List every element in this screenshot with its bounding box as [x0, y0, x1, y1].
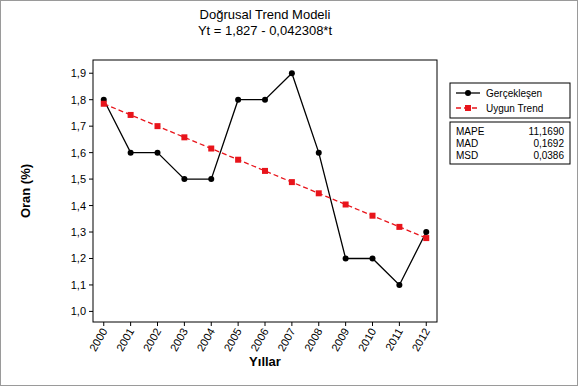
y-axis-label: Oran (%) [18, 164, 33, 218]
y-tick-label: 1,4 [71, 200, 86, 212]
plot-frame [93, 60, 437, 322]
series-line [104, 73, 427, 285]
marker [181, 134, 187, 140]
y-tick [89, 284, 93, 285]
subtitle: Yt = 1,827 - 0,042308*t [198, 23, 332, 38]
y-tick [89, 311, 93, 312]
y-tick [89, 99, 93, 100]
x-tick-label: 2010 [356, 326, 379, 353]
marker [396, 224, 402, 230]
marker [155, 123, 161, 129]
legend-marker [465, 105, 471, 111]
x-tick [211, 322, 212, 326]
x-axis-label: Yıllar [249, 354, 281, 369]
x-tick [265, 322, 266, 326]
x-tick [372, 322, 373, 326]
marker [181, 176, 187, 182]
accuracy-frame [450, 122, 570, 164]
x-tick-label: 2003 [167, 326, 190, 353]
y-tick [89, 232, 93, 233]
x-tick [103, 322, 104, 326]
marker [370, 255, 376, 261]
measure-value: 0,0386 [533, 150, 564, 161]
legend: Gerçekleşen Uygun Trend [450, 83, 570, 118]
x-tick-label: 2004 [194, 326, 217, 353]
y-tick-label: 1,8 [71, 94, 86, 106]
background [1, 1, 578, 386]
x-tick-label: 2012 [409, 326, 432, 353]
y-tick-label: 1,7 [71, 120, 86, 132]
y-tick [89, 73, 93, 74]
y-tick-label: 1,0 [71, 305, 86, 317]
marker [155, 150, 161, 156]
x-tick [157, 322, 158, 326]
x-tick [345, 322, 346, 326]
marker [370, 213, 376, 219]
x-tick-label: 2011 [383, 326, 405, 352]
accuracy-box: MAPE 11,1690 MAD 0,1692 MSD 0,0386 [450, 122, 570, 164]
x-tick-label: 2001 [114, 326, 137, 353]
marker [208, 146, 214, 152]
x-tick [399, 322, 400, 326]
y-tick [89, 179, 93, 180]
chart: Doğrusal Trend ModeliYt = 1,827 - 0,0423… [0, 0, 578, 386]
legend-label: Uygun Trend [486, 103, 543, 114]
y-tick [89, 258, 93, 259]
series-line [104, 104, 427, 238]
legend-label: Gerçekleşen [486, 88, 542, 99]
y-tick-label: 1,1 [71, 279, 86, 291]
x-tick-label: 2002 [141, 326, 164, 353]
y-tick [89, 205, 93, 206]
measure-value: 11,1690 [529, 126, 565, 137]
marker [396, 282, 402, 288]
marker [101, 101, 107, 107]
marker [289, 179, 295, 185]
x-tick [184, 322, 185, 326]
measure-name: MAD [456, 138, 478, 149]
x-tick-label: 2000 [87, 326, 110, 353]
marker [316, 150, 322, 156]
marker [423, 235, 429, 241]
y-tick-label: 1,5 [71, 173, 86, 185]
x-tick [130, 322, 131, 326]
marker [343, 201, 349, 207]
marker [235, 157, 241, 163]
marker [208, 176, 214, 182]
y-tick-label: 1,2 [71, 252, 86, 264]
measure-name: MAPE [456, 126, 485, 137]
y-tick-label: 1,9 [71, 67, 86, 79]
legend-marker [465, 90, 471, 96]
x-tick [426, 322, 427, 326]
marker [423, 229, 429, 235]
marker [262, 168, 268, 174]
x-tick-label: 2008 [302, 326, 325, 353]
x-tick-label: 2006 [248, 326, 271, 353]
marker [128, 112, 134, 118]
x-tick-label: 2005 [221, 326, 244, 353]
marker [235, 97, 241, 103]
marker [262, 97, 268, 103]
marker [343, 255, 349, 261]
y-tick [89, 126, 93, 127]
x-tick [238, 322, 239, 326]
legend-box [450, 83, 570, 118]
marker [128, 150, 134, 156]
x-tick [318, 322, 319, 326]
plot-area [101, 70, 430, 288]
measure-name: MSD [456, 150, 478, 161]
y-tick-label: 1,3 [71, 226, 86, 238]
y-tick-label: 1,6 [71, 147, 86, 159]
title: Doğrusal Trend Modeli [200, 7, 331, 22]
y-tick [89, 152, 93, 153]
marker [289, 70, 295, 76]
x-tick-label: 2007 [275, 326, 298, 353]
x-tick [291, 322, 292, 326]
measure-value: 0,1692 [533, 138, 564, 149]
x-tick-label: 2009 [329, 326, 352, 353]
marker [316, 190, 322, 196]
